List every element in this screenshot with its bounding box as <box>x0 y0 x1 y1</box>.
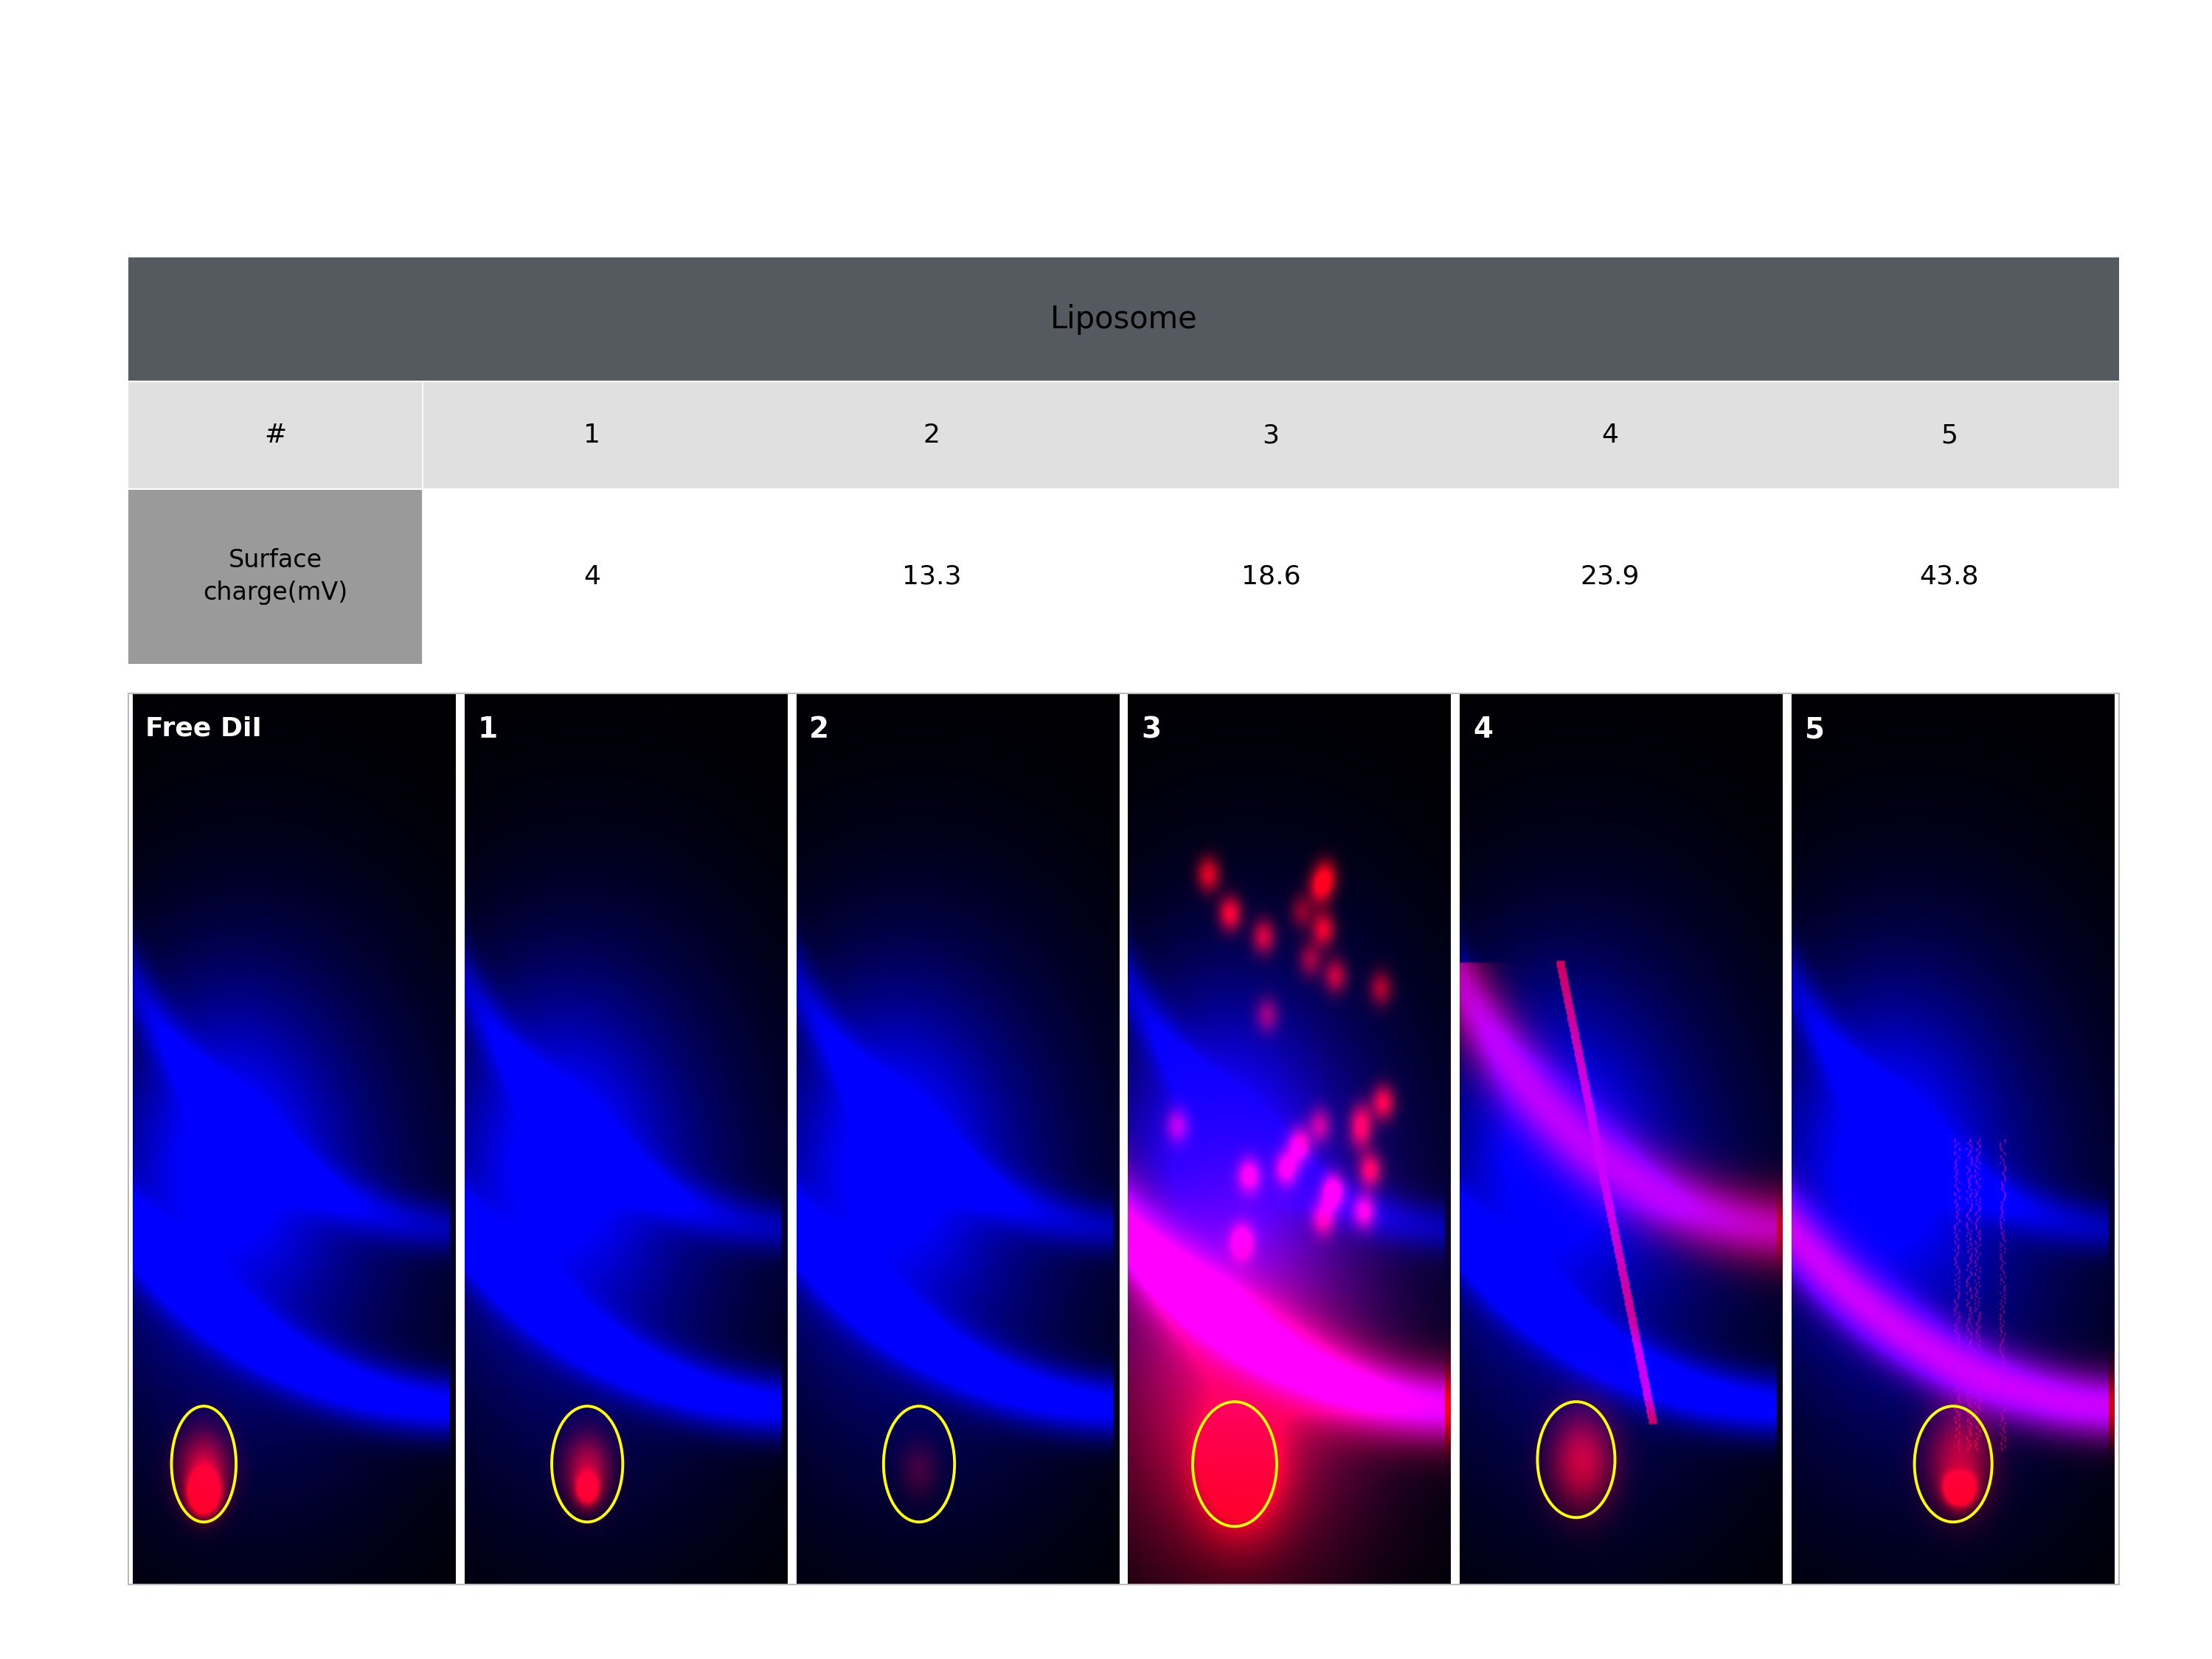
Text: Free DiI: Free DiI <box>146 715 261 742</box>
Text: 1: 1 <box>584 423 602 448</box>
Text: 13.3: 13.3 <box>902 564 962 589</box>
Text: 4: 4 <box>584 564 602 589</box>
Text: 1: 1 <box>478 715 498 743</box>
Text: 4: 4 <box>1601 423 1619 448</box>
FancyBboxPatch shape <box>1781 489 2119 664</box>
FancyBboxPatch shape <box>761 489 1102 664</box>
Text: 2: 2 <box>922 423 940 448</box>
Text: 43.8: 43.8 <box>1920 564 1980 589</box>
FancyBboxPatch shape <box>1102 489 1440 664</box>
Text: 3: 3 <box>1141 715 1161 743</box>
Text: 5: 5 <box>1940 423 1958 448</box>
Text: Surface
charge(mV): Surface charge(mV) <box>204 549 347 604</box>
Text: 18.6: 18.6 <box>1241 564 1301 589</box>
Text: Liposome: Liposome <box>1051 304 1197 335</box>
FancyBboxPatch shape <box>128 382 2119 489</box>
Text: 2: 2 <box>810 715 830 743</box>
Text: #: # <box>263 423 288 448</box>
FancyBboxPatch shape <box>128 257 2119 382</box>
Text: 23.9: 23.9 <box>1579 564 1639 589</box>
FancyBboxPatch shape <box>128 489 422 664</box>
Text: 3: 3 <box>1263 423 1279 448</box>
Text: 5: 5 <box>1805 715 1825 743</box>
FancyBboxPatch shape <box>1440 489 1781 664</box>
Text: 4: 4 <box>1473 715 1493 743</box>
FancyBboxPatch shape <box>422 489 761 664</box>
